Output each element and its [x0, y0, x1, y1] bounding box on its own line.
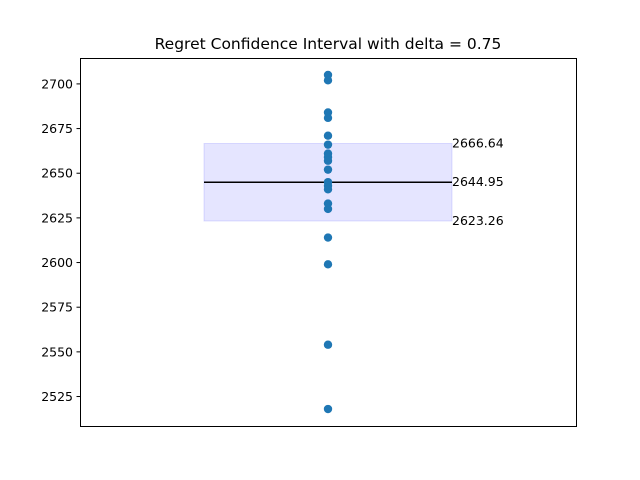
y-tick-label-2700: 2700 [41, 76, 73, 91]
lower-bound-label: 2623.26 [452, 213, 504, 228]
y-tick-label-2675: 2675 [41, 121, 73, 136]
chart-title: Regret Confidence Interval with delta = … [155, 35, 502, 53]
data-point-5 [323, 140, 333, 149]
data-point-4 [323, 131, 333, 140]
mean-label: 2644.95 [452, 174, 504, 189]
data-point-16 [323, 260, 333, 269]
data-point-14 [323, 204, 333, 214]
data-point-9 [323, 165, 333, 174]
plot-area: 2525 2550 2575 2600 2625 2650 2675 2700 2666.64 2… [41, 70, 504, 414]
data-point-3 [323, 113, 333, 123]
upper-bound-label: 2666.64 [452, 135, 504, 150]
data-point-15 [323, 233, 333, 242]
y-tick-label-2625: 2625 [41, 210, 73, 225]
y-tick-label-2575: 2575 [41, 300, 73, 315]
y-tick-label-2600: 2600 [41, 255, 73, 270]
data-point-18 [323, 404, 333, 414]
data-point-17 [323, 340, 333, 349]
y-tick-label-2525: 2525 [41, 389, 73, 404]
axes-frame [80, 58, 577, 427]
y-tick-label-2650: 2650 [41, 166, 73, 181]
y-tick-label-2550: 2550 [41, 344, 73, 359]
data-point-8 [323, 156, 333, 165]
data-point-1 [323, 76, 333, 85]
data-point-12 [323, 185, 333, 194]
